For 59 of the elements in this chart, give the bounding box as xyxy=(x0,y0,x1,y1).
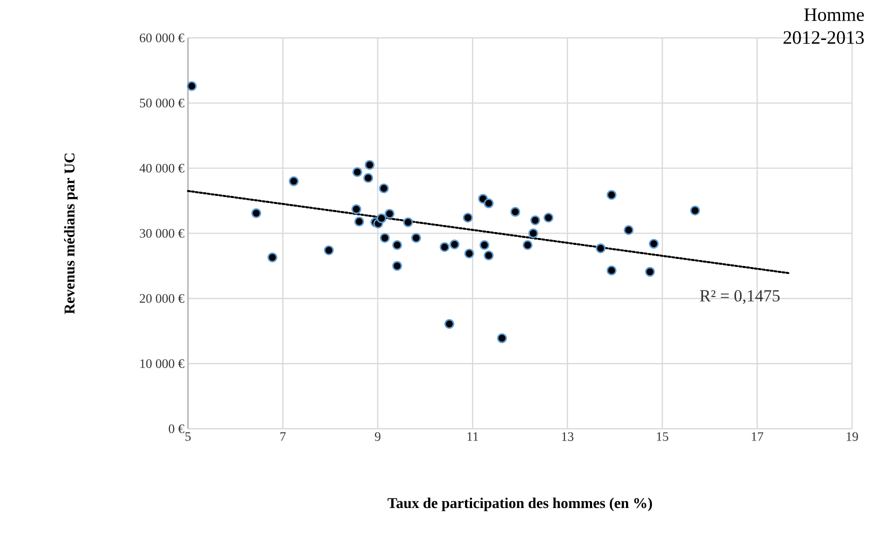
point xyxy=(440,242,450,252)
x-tick-label: 11 xyxy=(468,432,478,441)
point xyxy=(480,240,490,250)
chart-subtitle: 2012-2013 xyxy=(784,30,864,44)
y-tick-label: 20 000 € xyxy=(140,294,184,303)
annotation: R² = 0,1475 xyxy=(700,290,780,304)
y-tick-label: 50 000 € xyxy=(140,98,184,108)
point xyxy=(352,166,362,177)
point xyxy=(363,172,374,183)
point xyxy=(606,190,616,200)
point xyxy=(510,206,520,217)
point xyxy=(645,266,655,276)
point xyxy=(376,213,386,224)
point xyxy=(648,238,659,248)
point xyxy=(596,243,606,254)
point xyxy=(464,248,474,258)
x-tick-label: 9 xyxy=(374,432,380,441)
point xyxy=(186,80,197,91)
point xyxy=(267,252,278,262)
point xyxy=(444,318,454,329)
point xyxy=(392,260,402,271)
x-tick-label: 19 xyxy=(846,432,858,441)
point xyxy=(403,217,413,227)
point xyxy=(351,204,362,214)
point xyxy=(484,250,494,260)
point xyxy=(354,216,364,226)
y-tick-label: 40 000 € xyxy=(140,164,184,172)
x-axis-title: Taux de participation des hommes (en %) xyxy=(388,497,652,511)
y-axis-title: Revenus médians par UC xyxy=(64,153,78,314)
point xyxy=(251,208,262,218)
point xyxy=(624,224,634,235)
point xyxy=(690,205,700,216)
point xyxy=(497,333,507,343)
point xyxy=(528,228,538,238)
point xyxy=(380,232,390,243)
point xyxy=(384,208,394,218)
y-tick-label: 0 € xyxy=(168,424,184,433)
point xyxy=(522,240,533,250)
point xyxy=(392,240,402,250)
point xyxy=(411,232,422,243)
point xyxy=(378,183,389,194)
x-tick-label: 15 xyxy=(657,432,668,441)
x-tick-label: 13 xyxy=(562,432,574,441)
chart-title: Homme xyxy=(804,8,864,21)
point xyxy=(288,176,299,186)
point xyxy=(462,212,473,222)
point xyxy=(450,239,460,250)
x-tick-label: 7 xyxy=(280,432,286,440)
point xyxy=(484,198,494,208)
y-tick-label: 60 000 € xyxy=(140,33,184,42)
point xyxy=(364,160,375,170)
point xyxy=(544,212,554,222)
x-tick-label: 5 xyxy=(185,432,191,441)
x-tick-label: 17 xyxy=(752,432,764,441)
y-tick-label: 10 000 € xyxy=(140,359,184,368)
y-tick-label: 30 000 € xyxy=(140,228,184,238)
point xyxy=(324,245,334,255)
point xyxy=(606,265,616,276)
point xyxy=(530,215,540,225)
